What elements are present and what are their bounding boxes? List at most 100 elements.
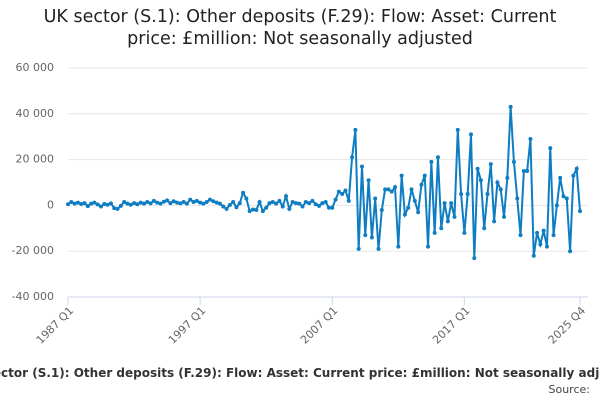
- point: [485, 191, 490, 196]
- point: [201, 201, 206, 206]
- point: [548, 146, 553, 151]
- point: [518, 233, 523, 238]
- point: [241, 190, 246, 195]
- point: [151, 198, 156, 203]
- point: [383, 187, 388, 192]
- point: [495, 180, 500, 185]
- point: [492, 219, 497, 224]
- point: [313, 202, 318, 207]
- point: [208, 197, 213, 202]
- point: [412, 198, 417, 203]
- point: [122, 199, 127, 204]
- point: [568, 249, 573, 254]
- point: [224, 206, 229, 211]
- point: [531, 253, 536, 258]
- point: [158, 201, 163, 206]
- point: [353, 127, 358, 132]
- point: [343, 188, 348, 193]
- point: [432, 230, 437, 235]
- point: [95, 202, 100, 207]
- x-tick-label: 2007 Q1: [298, 304, 341, 347]
- point: [141, 201, 146, 206]
- point: [538, 242, 543, 247]
- point: [85, 204, 90, 209]
- point: [82, 201, 87, 206]
- point: [386, 187, 391, 192]
- point: [171, 199, 176, 204]
- point: [254, 207, 259, 212]
- point: [521, 169, 526, 174]
- point: [168, 201, 173, 206]
- point: [194, 198, 199, 203]
- point: [564, 196, 569, 201]
- point: [99, 204, 104, 209]
- point: [66, 202, 70, 207]
- point: [178, 201, 183, 206]
- point: [138, 200, 143, 205]
- point: [145, 199, 150, 204]
- chart-title: UK sector (S.1): Other deposits (F.29): …: [43, 7, 557, 49]
- point: [366, 178, 371, 183]
- point: [310, 198, 315, 203]
- series-line: [67, 106, 581, 259]
- y-tick-label: 0: [47, 198, 54, 211]
- point: [247, 209, 252, 214]
- point: [128, 202, 133, 207]
- point: [419, 182, 424, 187]
- point: [528, 136, 533, 141]
- point: [102, 202, 107, 207]
- point: [462, 230, 467, 235]
- point: [132, 201, 137, 206]
- point: [148, 201, 153, 206]
- point: [231, 199, 236, 204]
- point: [435, 155, 440, 160]
- point: [125, 201, 130, 206]
- point: [108, 201, 113, 206]
- point: [465, 191, 470, 196]
- point: [274, 201, 279, 206]
- point: [198, 200, 203, 205]
- point: [155, 200, 160, 205]
- point: [356, 246, 361, 251]
- point: [237, 201, 242, 206]
- y-tick-label: 40 000: [16, 107, 55, 120]
- point: [452, 214, 457, 219]
- point: [574, 166, 579, 171]
- x-tick-label: 1997 Q1: [166, 304, 209, 347]
- point: [373, 196, 378, 201]
- point: [554, 203, 559, 208]
- point: [346, 198, 351, 203]
- point: [515, 196, 520, 201]
- point: [287, 206, 292, 211]
- point: [307, 201, 312, 206]
- point: [330, 205, 335, 210]
- point: [135, 202, 140, 207]
- point: [191, 199, 196, 204]
- y-tick-label: -20 000: [12, 244, 54, 257]
- source: Source:: [548, 383, 591, 396]
- point: [578, 209, 582, 214]
- point: [323, 199, 328, 204]
- point: [340, 191, 345, 196]
- point: [478, 178, 483, 183]
- point: [541, 228, 546, 233]
- point: [475, 166, 480, 171]
- point: [422, 173, 427, 178]
- point: [498, 187, 503, 192]
- point: [525, 169, 530, 174]
- point: [105, 202, 110, 207]
- point: [472, 256, 477, 261]
- point: [257, 199, 262, 204]
- point: [535, 230, 540, 235]
- point: [399, 173, 404, 178]
- point: [544, 244, 549, 249]
- point: [389, 189, 394, 194]
- point: [406, 205, 411, 210]
- point: [89, 201, 94, 206]
- legend: UK sector (S.1): Other deposits (F.29): …: [0, 366, 600, 382]
- point: [92, 200, 97, 205]
- y-tick-label: 20 000: [16, 153, 55, 166]
- point: [376, 246, 381, 251]
